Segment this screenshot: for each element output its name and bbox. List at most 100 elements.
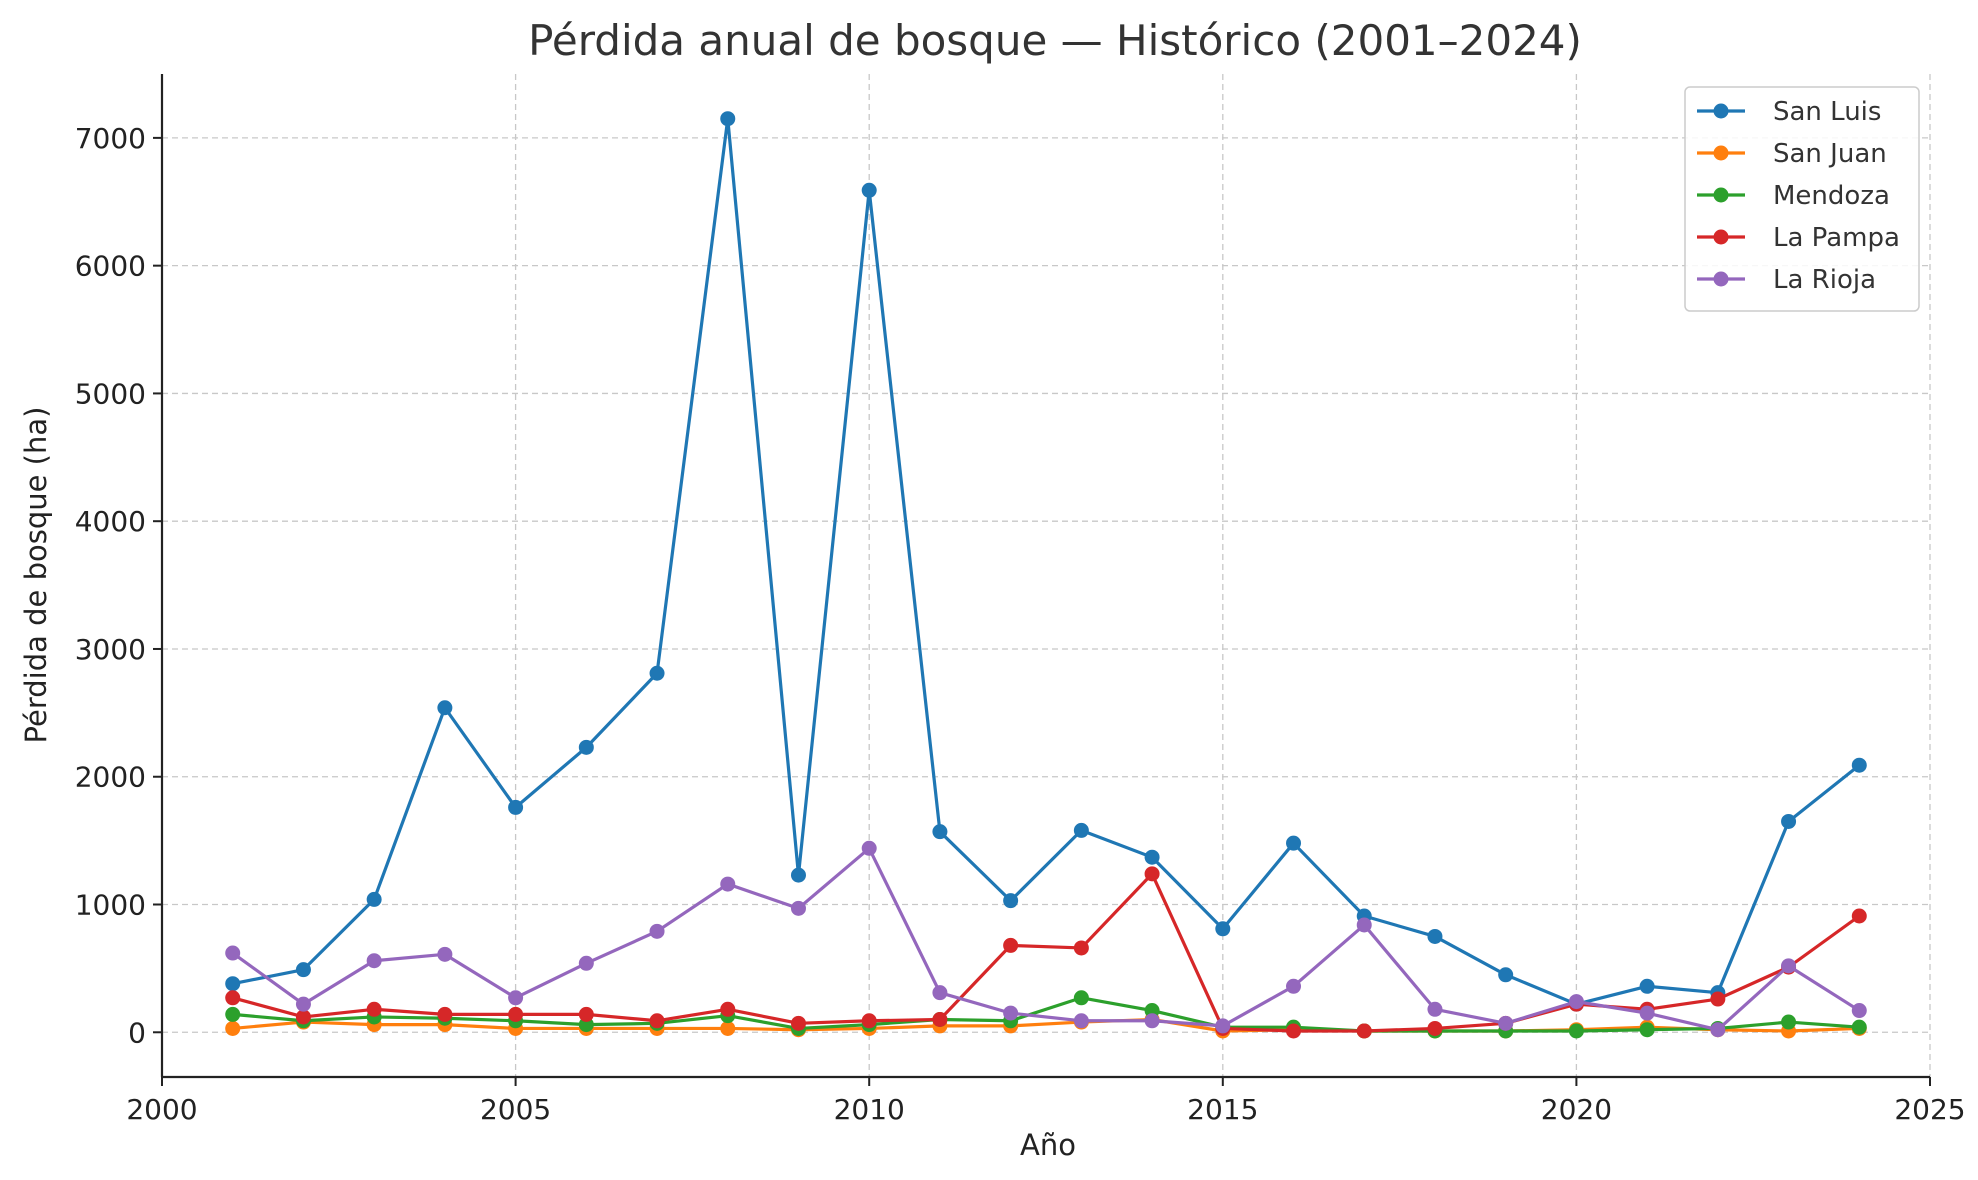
y-axis-label: Pérdida de bosque (ha)	[19, 407, 53, 744]
data-point-la-pampa	[1710, 991, 1726, 1007]
data-point-san-luis	[1215, 921, 1231, 937]
data-point-san-luis	[861, 182, 877, 198]
data-point-la-rioja	[1851, 1003, 1867, 1019]
data-point-san-luis	[366, 891, 382, 907]
data-point-la-rioja	[1710, 1022, 1726, 1038]
data-point-la-rioja	[1215, 1018, 1231, 1034]
data-point-san-luis	[1781, 813, 1797, 829]
series-line-mendoza	[232, 996, 1860, 1033]
y-tick-label: 6000	[75, 250, 146, 283]
data-point-san-luis	[1851, 757, 1867, 773]
data-point-la-rioja	[508, 990, 524, 1006]
data-point-san-luis	[720, 111, 736, 127]
data-point-san-juan	[225, 1020, 241, 1036]
data-point-mendoza	[225, 1006, 241, 1022]
legend-swatch-marker	[1713, 229, 1729, 245]
y-tick-label: 0	[128, 1016, 146, 1049]
data-point-san-luis	[225, 976, 241, 992]
legend-swatch-marker	[1713, 187, 1729, 203]
y-tick-label: 7000	[75, 122, 146, 155]
x-axis-label: Año	[1020, 1128, 1076, 1162]
data-point-la-rioja	[1073, 1013, 1089, 1029]
legend-swatch-marker	[1713, 145, 1729, 161]
data-point-la-pampa	[1286, 1023, 1302, 1039]
data-point-la-rioja	[366, 953, 382, 969]
data-point-la-pampa	[1356, 1023, 1372, 1039]
data-point-la-pampa	[1427, 1020, 1443, 1036]
series-san-luis	[225, 111, 1867, 1012]
x-tick-label: 2025	[1894, 1093, 1965, 1126]
data-point-la-rioja	[720, 876, 736, 892]
data-point-la-pampa	[932, 1012, 948, 1028]
data-point-la-rioja	[790, 900, 806, 916]
legend[interactable]: San Luis San Juan Mendoza La Pampa La Rioja	[1684, 86, 1920, 312]
data-point-mendoza	[1073, 990, 1089, 1006]
data-point-san-luis	[295, 962, 311, 978]
data-point-la-pampa	[1851, 908, 1867, 924]
data-point-san-luis	[1427, 928, 1443, 944]
data-point-la-rioja	[932, 985, 948, 1001]
data-point-san-luis	[1498, 967, 1514, 983]
y-tick-label: 3000	[75, 633, 146, 666]
data-point-san-luis	[1003, 893, 1019, 909]
data-point-san-luis	[932, 824, 948, 840]
data-point-la-pampa	[295, 1009, 311, 1025]
data-point-mendoza	[1568, 1023, 1584, 1039]
legend-swatch-marker	[1713, 271, 1729, 287]
x-tick-label: 2010	[834, 1093, 905, 1126]
legend-label: La Rioja	[1773, 265, 1876, 295]
data-point-la-pampa	[790, 1015, 806, 1031]
data-point-la-pampa	[225, 990, 241, 1006]
data-point-la-pampa	[366, 1001, 382, 1017]
data-point-la-rioja	[1003, 1005, 1019, 1021]
data-point-la-pampa	[649, 1013, 665, 1029]
data-point-la-pampa	[508, 1006, 524, 1022]
data-point-la-rioja	[1427, 1001, 1443, 1017]
data-point-la-rioja	[578, 955, 594, 971]
legend-item-san-luis[interactable]: San Luis	[1697, 97, 1881, 127]
series-la-pampa	[225, 866, 1867, 1039]
data-point-san-luis	[1144, 849, 1160, 865]
data-point-la-pampa	[437, 1006, 453, 1022]
data-point-la-rioja	[1498, 1015, 1514, 1031]
axes	[160, 74, 1930, 1079]
x-axis-ticks: 2000 2005 2010 2015 2020 2025	[126, 1077, 1966, 1126]
legend-label: San Luis	[1773, 97, 1881, 127]
legend-item-la-pampa[interactable]: La Pampa	[1697, 223, 1900, 253]
x-tick-label: 2000	[126, 1093, 197, 1126]
data-point-mendoza	[1851, 1019, 1867, 1035]
chart-title: Pérdida anual de bosque — Histórico (200…	[528, 16, 1582, 65]
data-point-mendoza	[1781, 1014, 1797, 1030]
legend-label: Mendoza	[1773, 181, 1890, 211]
legend-item-san-juan[interactable]: San Juan	[1697, 139, 1887, 169]
data-point-san-luis	[790, 867, 806, 883]
legend-label: San Juan	[1773, 139, 1887, 169]
series-line-san-luis	[232, 117, 1861, 1006]
y-tick-label: 4000	[75, 505, 146, 538]
data-point-san-luis	[508, 799, 524, 815]
data-point-la-pampa	[1073, 940, 1089, 956]
data-point-san-luis	[1286, 835, 1302, 851]
data-point-san-luis	[649, 665, 665, 681]
data-point-la-pampa	[861, 1013, 877, 1029]
series-la-rioja	[225, 840, 1867, 1038]
legend-swatch-marker	[1713, 103, 1729, 119]
legend-item-mendoza[interactable]: Mendoza	[1697, 181, 1890, 211]
y-tick-label: 1000	[75, 889, 146, 922]
data-point-la-rioja	[1356, 917, 1372, 933]
x-tick-label: 2020	[1541, 1093, 1612, 1126]
data-point-la-pampa	[1144, 866, 1160, 882]
data-point-la-rioja	[1144, 1013, 1160, 1029]
legend-box	[1684, 86, 1920, 312]
data-point-la-rioja	[1286, 978, 1302, 994]
series-line-la-rioja	[231, 846, 1861, 1032]
series-group	[225, 111, 1867, 1039]
data-point-la-rioja	[1781, 958, 1797, 974]
x-tick-label: 2015	[1187, 1093, 1258, 1126]
legend-label: La Pampa	[1773, 223, 1900, 253]
legend-item-la-rioja[interactable]: La Rioja	[1697, 265, 1876, 295]
grid	[161, 74, 1931, 1077]
data-point-la-pampa	[720, 1001, 736, 1017]
y-tick-label: 2000	[75, 761, 146, 794]
